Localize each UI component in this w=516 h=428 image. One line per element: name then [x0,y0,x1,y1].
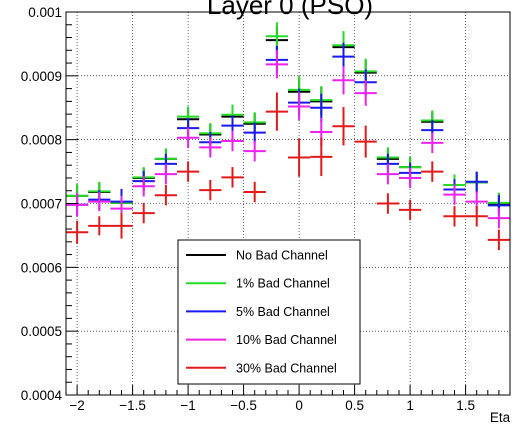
y-tick-label: 0.0006 [21,260,62,275]
legend: No Bad Channel 1% Bad Channel 5% Bad Chann… [177,239,361,385]
x-tick-label: 1 [406,398,414,413]
chart-title: Layer 0 (PSO) [207,0,373,20]
y-tick-label: 0.0005 [21,324,62,339]
x-tick-label: 1.5 [456,398,475,413]
x-tick-label: −1.5 [119,398,146,413]
legend-label: 5% Bad Channel [236,305,330,319]
x-tick-label: −0.5 [230,398,257,413]
data-series [66,22,510,251]
axes [65,11,511,396]
legend-label: 1% Bad Channel [236,277,330,291]
series-4 [66,92,510,251]
x-tick-label: 0 [295,398,303,413]
y-tick-label: 0.0004 [21,388,63,403]
series-3 [66,50,510,229]
tick-labels: −2 −1.5 −1 −0.5 0 0.5 1 1.5 0.0004 0.0005 0.0006 0.… [21,5,475,413]
legend-label: 30% Bad Channel [236,361,337,375]
y-tick-label: 0.0008 [21,133,62,148]
x-tick-label: −1 [180,398,195,413]
legend-label: No Bad Channel [236,249,328,263]
x-axis-label: Eta [490,410,511,425]
y-tick-label: 0.0009 [21,69,62,84]
y-tick-label: 0.001 [28,5,62,20]
x-tick-label: 0.5 [345,398,364,413]
legend-label: 10% Bad Channel [236,333,337,347]
y-tick-label: 0.0007 [21,197,62,212]
x-tick-label: −2 [69,398,84,413]
